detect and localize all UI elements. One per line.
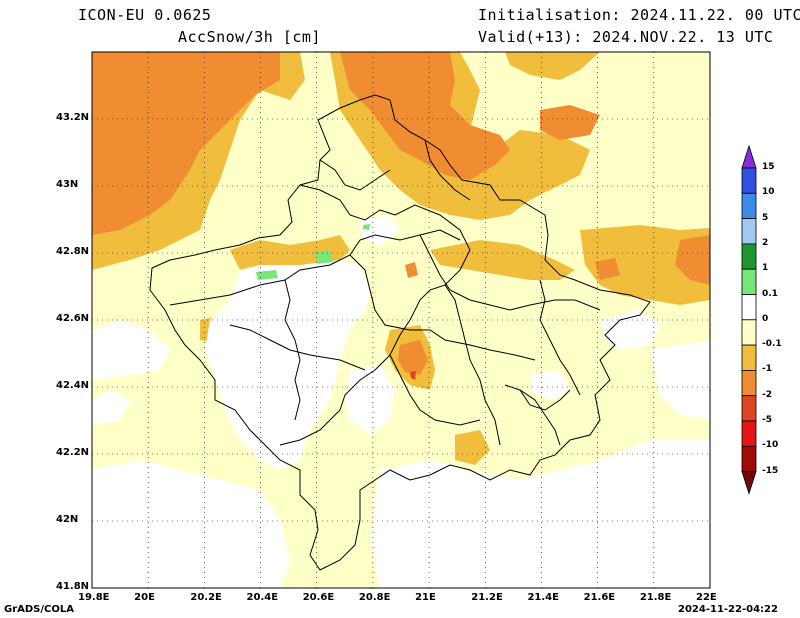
- y-tick-label: 42.4N: [56, 380, 90, 391]
- model-title: ICON-EU 0.0625: [78, 6, 212, 24]
- colorbar-swatch: [741, 268, 757, 295]
- colorbar-swatch: [741, 445, 757, 472]
- colorbar-label: -2: [762, 389, 772, 400]
- colorbar-label: 2: [762, 237, 769, 248]
- colorbar-label: 10: [762, 187, 775, 198]
- x-tick-label: 21.2E: [471, 592, 503, 603]
- x-tick-label: 22E: [696, 592, 717, 603]
- colorbar-swatch: [741, 319, 757, 346]
- x-tick-label: 20.2E: [190, 592, 222, 603]
- colorbar-swatch: [741, 243, 757, 270]
- x-tick-label: 20.4E: [246, 592, 279, 603]
- footer-timestamp: 2024-11-22-04:22: [678, 604, 778, 615]
- x-tick-label: 21.8E: [639, 592, 672, 603]
- colorbar-swatch: [741, 294, 757, 321]
- colorbar-label: 5: [762, 212, 769, 223]
- colorbar-label: 15: [762, 162, 775, 172]
- colorbar-swatch: [741, 395, 757, 422]
- colorbar-label: -10: [762, 440, 779, 451]
- colorbar-label: -0.1: [762, 339, 782, 350]
- colorbar-swatch: [741, 218, 757, 245]
- x-tick-label: 20E: [134, 592, 155, 603]
- y-tick-label: 42N: [56, 514, 79, 525]
- y-tick-label: 42.6N: [56, 313, 90, 324]
- y-tick-label: 43N: [56, 179, 79, 190]
- x-tick-label: 21.6E: [583, 592, 616, 603]
- admin-borders: [149, 94, 651, 571]
- variable-title: AccSnow/3h [cm]: [178, 28, 321, 46]
- init-time: Initialisation: 2024.11.22. 00 UTC: [478, 6, 800, 24]
- colorbar-swatch: [741, 369, 757, 397]
- colorbar-label: 1: [762, 263, 769, 274]
- colorbar-label: -15: [762, 465, 779, 476]
- y-tick-label: 42.8N: [56, 246, 90, 257]
- colorbar-swatch: [741, 344, 757, 371]
- y-tick-label: 42.2N: [56, 447, 90, 458]
- colorbar-label: 0: [762, 313, 769, 324]
- colorbar-swatch: [741, 192, 757, 220]
- x-tick-label: 21.4E: [527, 592, 559, 603]
- colorbar: [741, 144, 757, 495]
- x-tick-label: 21E: [415, 592, 436, 603]
- colorbar-label: -1: [762, 364, 772, 375]
- y-tick-label: 41.8N: [56, 581, 90, 592]
- x-tick-label: 20.8E: [358, 592, 391, 603]
- colorbar-bottom-arrow: [741, 471, 757, 495]
- colorbar-swatch: [741, 420, 757, 447]
- colorbar-swatch: [741, 167, 757, 194]
- x-tick-label: 19.8E: [78, 592, 110, 603]
- x-tick-label: 20.6E: [302, 592, 335, 603]
- graticule: [92, 52, 710, 588]
- valid-time: Valid(+13): 2024.NOV.22. 13 UTC: [478, 28, 774, 46]
- y-tick-label: 43.2N: [56, 112, 90, 123]
- plot-frame: [91, 51, 711, 589]
- colorbar-label: 0.1: [762, 288, 778, 299]
- snow-field: [92, 52, 710, 588]
- colorbar-top-arrow: [741, 144, 757, 169]
- footer-credit: GrADS/COLA: [4, 604, 74, 615]
- colorbar-label: -5: [762, 415, 772, 425]
